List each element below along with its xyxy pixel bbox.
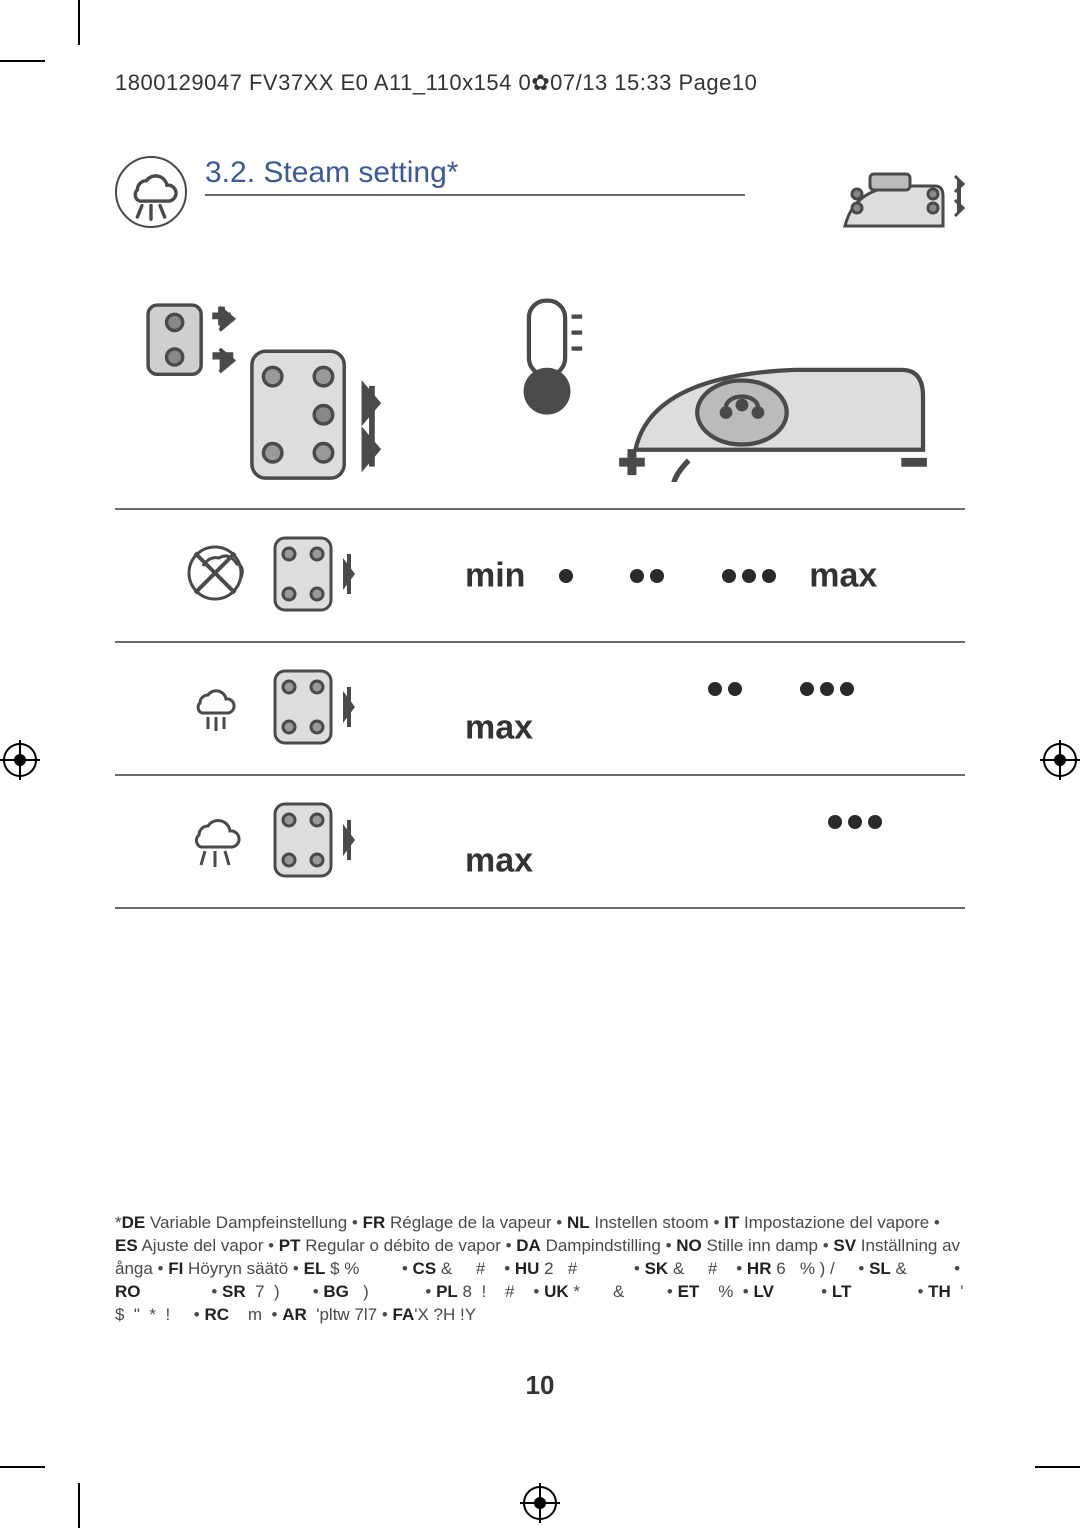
- low-steam-slider-icon: [175, 661, 375, 751]
- table-row: max: [115, 775, 965, 908]
- table-row: min max: [115, 509, 965, 642]
- crop-mark: [1035, 1466, 1080, 1468]
- registration-mark: [520, 1483, 560, 1523]
- high-steam-slider-icon: [175, 794, 375, 884]
- dot-group-3: [828, 815, 882, 829]
- dot-group-1: [559, 569, 573, 583]
- dot-group-2: [708, 682, 742, 696]
- min-label: min: [465, 556, 525, 594]
- page-content: 1800129047 FV37XX E0 A11_110x154 0✿07/13…: [115, 70, 965, 909]
- section-title: 3.2. Steam setting*: [205, 156, 745, 196]
- thermometer-iron-diagram-icon: + −: [465, 290, 955, 482]
- dot-group-2: [630, 569, 664, 583]
- crop-mark: [78, 0, 80, 45]
- iron-with-slider-icon: [815, 156, 965, 246]
- max-label: max: [465, 842, 533, 880]
- dot-group-3: [800, 682, 854, 696]
- crop-mark: [0, 1466, 45, 1468]
- table-row: max: [115, 642, 965, 775]
- no-steam-slider-icon: [175, 528, 375, 618]
- steam-slider-diagram-icon: + −: [125, 282, 425, 490]
- crop-mark: [0, 60, 45, 62]
- settings-table: + −: [115, 264, 965, 909]
- registration-mark: [0, 740, 40, 780]
- steam-cloud-icon: [115, 156, 187, 228]
- header-file-path: 1800129047 FV37XX E0 A11_110x154 0✿07/13…: [115, 70, 965, 96]
- page-number: 10: [0, 1370, 1080, 1401]
- registration-mark: [1040, 740, 1080, 780]
- max-label: max: [465, 709, 533, 747]
- svg-text:−: −: [902, 438, 927, 481]
- max-label: max: [809, 556, 877, 594]
- section-heading-row: 3.2. Steam setting*: [115, 156, 965, 246]
- svg-text:+: +: [619, 438, 644, 481]
- crop-mark: [78, 1483, 80, 1528]
- table-row: + −: [115, 264, 965, 509]
- footnote-languages: *DE Variable Dampfeinstellung • FR Régla…: [115, 1212, 965, 1327]
- dot-group-3: [722, 569, 776, 583]
